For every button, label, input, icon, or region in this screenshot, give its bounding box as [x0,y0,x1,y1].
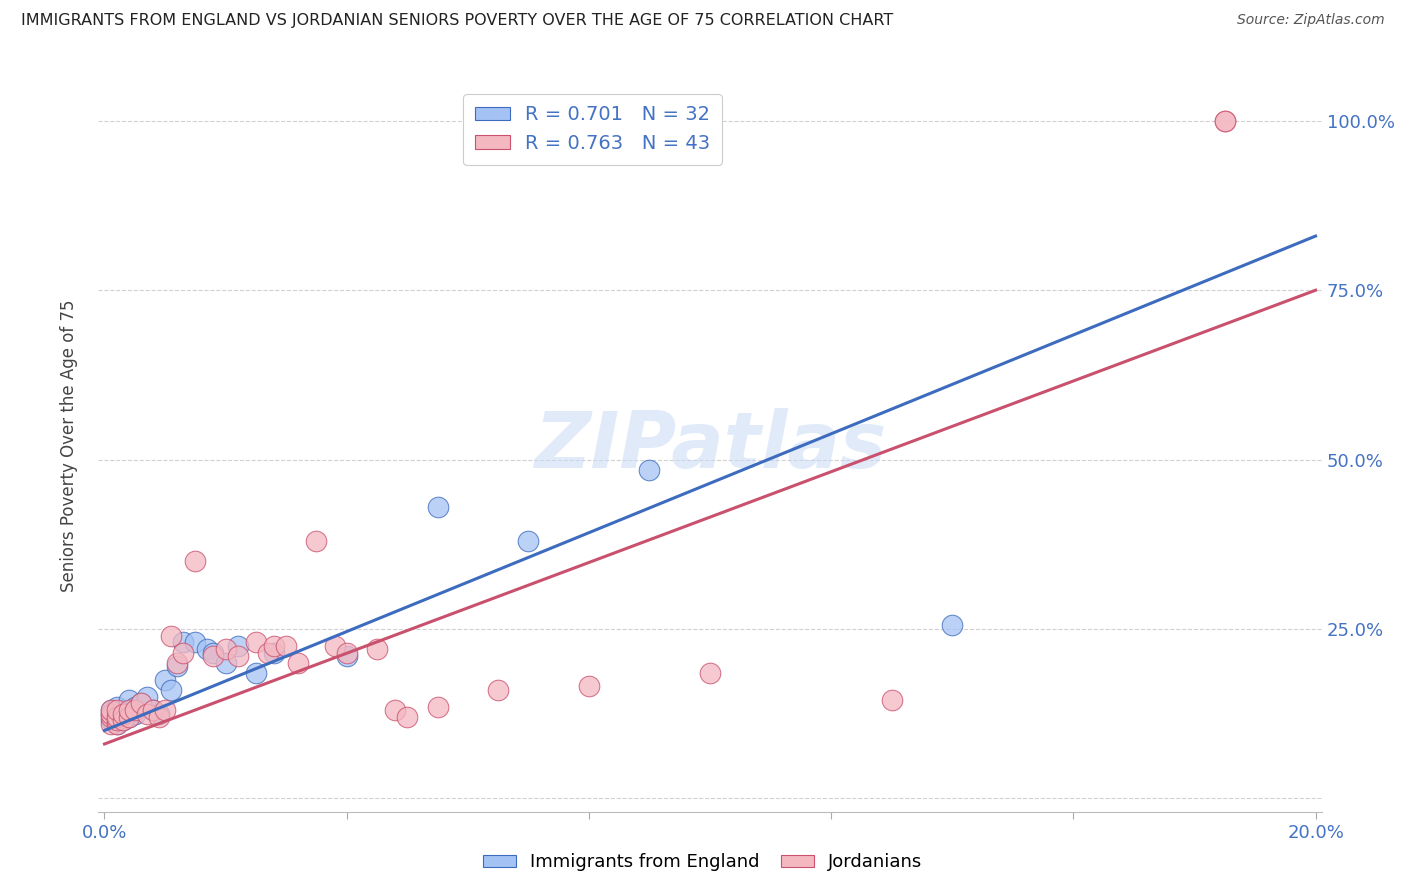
Point [111,703,134,717]
Point [941,618,963,632]
Legend: Immigrants from England, Jordanians: Immigrants from England, Jordanians [477,847,929,879]
Point [263,646,285,660]
Point [276,639,298,653]
Point [517,533,540,548]
Point [124,703,146,717]
Point [100,706,122,721]
Point [305,533,328,548]
Point [118,710,141,724]
Point [287,656,309,670]
Point [245,665,267,680]
Point [111,714,134,728]
Point [323,639,346,653]
Point [105,714,128,728]
Point [214,656,236,670]
Point [135,690,157,704]
Point [426,699,449,714]
Point [257,646,280,660]
Point [142,703,165,717]
Point [366,642,388,657]
Y-axis label: Seniors Poverty Over the Age of 75: Seniors Poverty Over the Age of 75 [59,300,77,592]
Point [1213,114,1236,128]
Point [160,682,183,697]
Point [384,703,406,717]
Point [105,710,128,724]
Point [880,693,903,707]
Point [105,710,128,724]
Point [336,648,359,663]
Point [118,710,141,724]
Point [111,706,134,721]
Text: Source: ZipAtlas.com: Source: ZipAtlas.com [1237,13,1385,28]
Point [166,659,188,673]
Point [118,703,141,717]
Point [105,716,128,731]
Point [129,697,152,711]
Point [124,699,146,714]
Point [578,680,600,694]
Point [336,646,359,660]
Point [100,710,122,724]
Point [105,703,128,717]
Point [184,554,207,568]
Point [111,714,134,728]
Point [160,629,183,643]
Point [699,665,721,680]
Point [153,673,176,687]
Point [142,703,165,717]
Point [100,706,122,721]
Point [118,693,141,707]
Point [214,642,236,657]
Point [226,639,249,653]
Point [100,703,122,717]
Text: ZIPatlas: ZIPatlas [534,408,886,484]
Point [638,463,661,477]
Point [129,697,152,711]
Point [263,639,285,653]
Point [202,648,225,663]
Point [124,706,146,721]
Point [166,656,188,670]
Point [184,635,207,649]
Legend: R = 0.701   N = 32, R = 0.763   N = 43: R = 0.701 N = 32, R = 0.763 N = 43 [463,94,721,165]
Point [148,710,170,724]
Point [486,682,509,697]
Point [135,706,157,721]
Point [172,646,194,660]
Point [226,648,249,663]
Point [202,646,225,660]
Point [148,706,170,721]
Point [100,714,122,728]
Point [105,716,128,731]
Point [245,635,267,649]
Point [396,710,419,724]
Point [153,703,176,717]
Point [100,716,122,731]
Point [100,703,122,717]
Text: IMMIGRANTS FROM ENGLAND VS JORDANIAN SENIORS POVERTY OVER THE AGE OF 75 CORRELAT: IMMIGRANTS FROM ENGLAND VS JORDANIAN SEN… [21,13,893,29]
Point [172,635,194,649]
Point [1213,114,1236,128]
Point [197,642,219,657]
Point [105,699,128,714]
Point [426,500,449,514]
